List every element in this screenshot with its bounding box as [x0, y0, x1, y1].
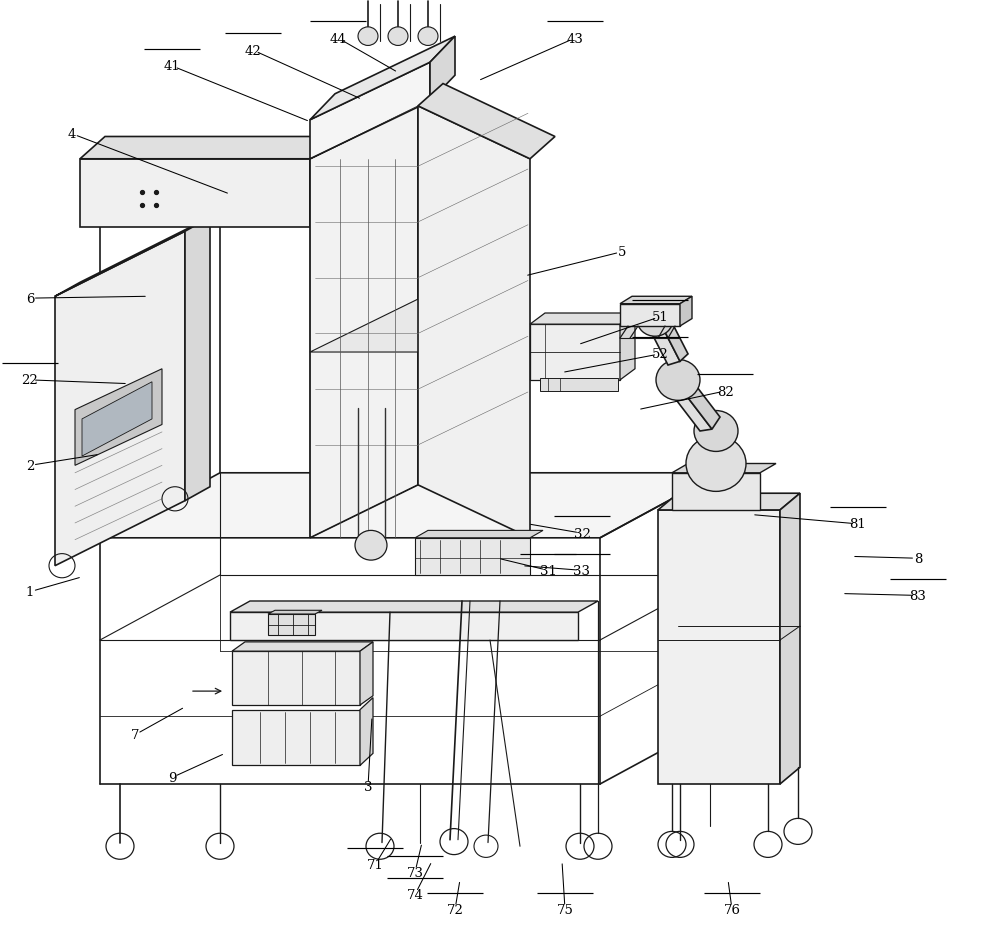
Polygon shape [415, 531, 543, 538]
Text: 76: 76 [724, 903, 740, 916]
Text: 44: 44 [330, 32, 346, 45]
Polygon shape [780, 494, 800, 784]
Text: 74: 74 [407, 888, 423, 901]
Text: 72: 72 [447, 903, 463, 916]
Polygon shape [268, 611, 322, 614]
Text: 9: 9 [168, 771, 176, 784]
Circle shape [694, 411, 738, 452]
Polygon shape [310, 84, 443, 160]
Text: 32: 32 [574, 527, 590, 540]
Circle shape [358, 28, 378, 46]
Polygon shape [658, 510, 780, 784]
Polygon shape [415, 538, 530, 575]
Polygon shape [310, 63, 430, 160]
Polygon shape [620, 314, 635, 380]
Circle shape [637, 303, 673, 337]
Polygon shape [430, 37, 455, 102]
Polygon shape [55, 232, 185, 566]
Polygon shape [230, 601, 598, 612]
Text: 33: 33 [574, 564, 590, 577]
Polygon shape [680, 376, 720, 430]
Text: 3: 3 [364, 780, 372, 793]
Text: 42: 42 [245, 45, 261, 58]
Text: 51: 51 [652, 311, 668, 324]
Polygon shape [100, 473, 720, 538]
Text: 22: 22 [22, 374, 38, 387]
Polygon shape [185, 218, 210, 501]
Text: 73: 73 [406, 866, 424, 879]
Polygon shape [668, 388, 712, 432]
Circle shape [355, 531, 387, 561]
Polygon shape [540, 379, 618, 392]
Text: 8: 8 [914, 552, 922, 565]
Circle shape [686, 436, 746, 492]
Circle shape [418, 28, 438, 46]
Polygon shape [232, 642, 373, 651]
Polygon shape [360, 698, 373, 766]
Polygon shape [310, 300, 530, 353]
Polygon shape [680, 297, 692, 327]
Text: 41: 41 [164, 60, 180, 73]
Text: 4: 4 [68, 128, 76, 141]
Text: 7: 7 [131, 728, 139, 741]
Polygon shape [232, 651, 360, 705]
Polygon shape [80, 160, 310, 227]
Text: 43: 43 [567, 32, 583, 45]
Polygon shape [82, 382, 152, 457]
Text: 31: 31 [540, 564, 556, 577]
Polygon shape [75, 369, 162, 466]
Polygon shape [620, 297, 692, 304]
Polygon shape [55, 218, 210, 297]
Polygon shape [310, 37, 455, 121]
Circle shape [388, 28, 408, 46]
Text: 6: 6 [26, 292, 34, 305]
Text: 75: 75 [557, 903, 573, 916]
Text: 2: 2 [26, 459, 34, 472]
Polygon shape [620, 304, 680, 327]
Text: 1: 1 [26, 586, 34, 599]
Circle shape [656, 360, 700, 401]
Polygon shape [310, 107, 418, 538]
Polygon shape [418, 107, 530, 538]
Polygon shape [648, 323, 680, 366]
Polygon shape [658, 494, 800, 510]
Text: 71: 71 [367, 858, 383, 871]
Polygon shape [672, 473, 760, 510]
Text: 52: 52 [652, 348, 668, 361]
Polygon shape [360, 642, 373, 705]
Text: 81: 81 [850, 518, 866, 531]
Polygon shape [418, 84, 555, 160]
Polygon shape [80, 137, 335, 160]
Polygon shape [268, 614, 315, 636]
Polygon shape [310, 137, 335, 227]
Polygon shape [230, 612, 578, 640]
Polygon shape [530, 314, 635, 325]
Text: 82: 82 [717, 385, 733, 398]
Text: 5: 5 [618, 246, 626, 259]
Polygon shape [672, 464, 776, 473]
Polygon shape [232, 710, 360, 766]
Polygon shape [530, 325, 620, 380]
Polygon shape [660, 316, 688, 362]
Text: 83: 83 [910, 589, 926, 602]
